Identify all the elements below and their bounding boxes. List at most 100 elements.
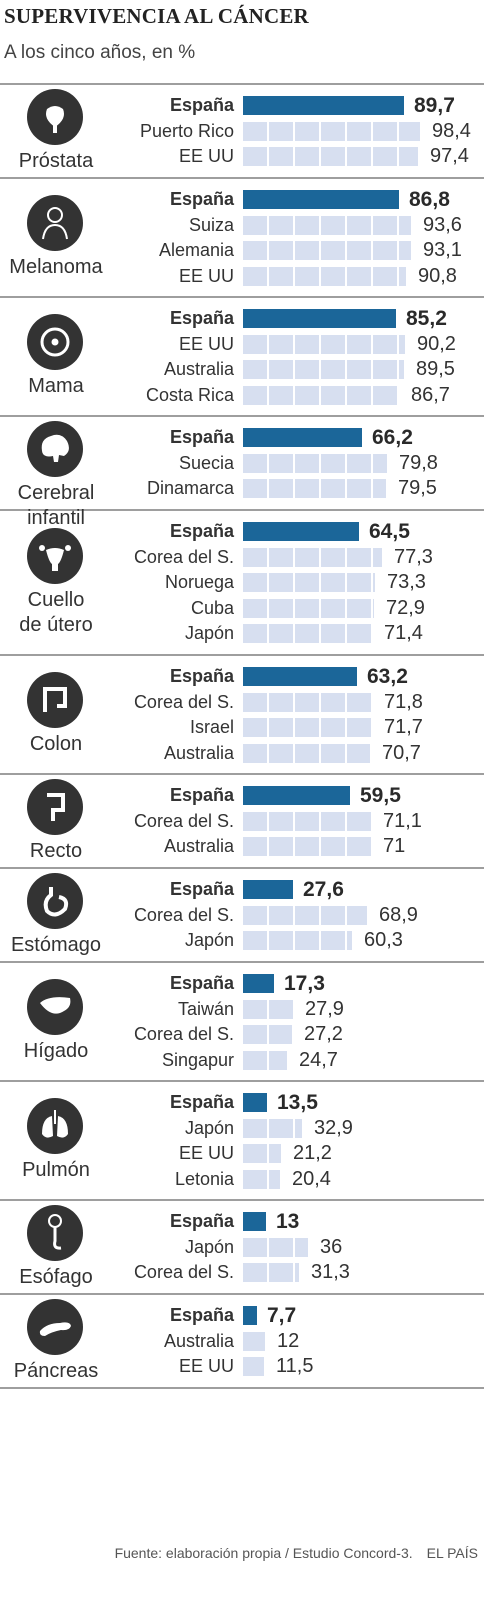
value-label: 59,5 bbox=[360, 784, 401, 807]
value-label: 17,3 bbox=[284, 972, 325, 995]
value-label: 11,5 bbox=[276, 1355, 314, 1377]
comparison-bar bbox=[243, 386, 399, 405]
country-label: Cuba bbox=[190, 598, 234, 618]
cancer-type-label-line: Colon bbox=[29, 733, 83, 755]
comparison-bar bbox=[243, 931, 352, 950]
cancer-type-label-line: Pulmón bbox=[22, 1159, 90, 1181]
spain-bar bbox=[243, 428, 362, 447]
source-text: Fuente: elaboración propia / Estudio Con… bbox=[114, 1545, 413, 1561]
country-label: España bbox=[169, 1305, 234, 1325]
spain-bar bbox=[243, 786, 350, 805]
country-label: España bbox=[169, 189, 234, 209]
comparison-row: EE UU 21,2 bbox=[0, 1141, 484, 1166]
country-label: Japón bbox=[184, 1118, 234, 1138]
country-label: Japón bbox=[184, 1237, 234, 1257]
comparison-bar bbox=[243, 335, 405, 354]
cancer-type-label: Esófago bbox=[0, 1265, 112, 1290]
person-silhouette-icon bbox=[27, 195, 83, 251]
comparison-bar bbox=[243, 548, 382, 567]
cancer-group: Recto España 59,5 Corea del S. 71,1 Australia… bbox=[0, 775, 484, 869]
value-label: 71,7 bbox=[384, 716, 423, 738]
cancer-type-label: Melanoma bbox=[0, 255, 112, 280]
value-label: 60,3 bbox=[364, 929, 403, 951]
cancer-type-label-line: infantil bbox=[27, 507, 85, 529]
comparison-row: EE UU 97,4 bbox=[0, 144, 484, 169]
comparison-row: Puerto Rico 98,4 bbox=[0, 119, 484, 144]
value-label: 31,3 bbox=[311, 1261, 350, 1283]
country-label: EE UU bbox=[178, 146, 234, 166]
comparison-row: Taiwán 27,9 bbox=[0, 997, 484, 1022]
cancer-type-label-line: Hígado bbox=[23, 1040, 89, 1062]
value-label: 93,6 bbox=[423, 214, 462, 236]
value-label: 86,8 bbox=[409, 188, 450, 211]
cancer-type-label-line: Cerebral bbox=[17, 482, 95, 504]
comparison-row: Suiza 93,6 bbox=[0, 213, 484, 238]
cancer-group: Melanoma España 86,8 Suiza 93,6 Alemania 93,1 E… bbox=[0, 179, 484, 298]
country-label: Taiwán bbox=[177, 999, 234, 1019]
spain-row: España 13 bbox=[0, 1209, 484, 1234]
spain-bar bbox=[243, 190, 399, 209]
comparison-bar bbox=[243, 573, 375, 592]
value-label: 63,2 bbox=[367, 665, 408, 688]
comparison-row: Israel 71,7 bbox=[0, 715, 484, 740]
country-label: Costa Rica bbox=[145, 385, 234, 405]
value-label: 71 bbox=[383, 835, 406, 857]
value-label: 7,7 bbox=[267, 1304, 297, 1327]
value-label: 12 bbox=[277, 1330, 300, 1352]
comparison-bar bbox=[243, 1144, 281, 1163]
spain-row: España 59,5 bbox=[0, 783, 484, 808]
cancer-group: Páncreas España 7,7 Australia 12 EE UU 11,5 bbox=[0, 1295, 484, 1389]
spain-bar bbox=[243, 880, 293, 899]
spain-row: España 27,6 bbox=[0, 877, 484, 902]
cancer-type-label: Cerebral infantil bbox=[0, 481, 112, 531]
value-label: 32,9 bbox=[314, 1117, 353, 1139]
spain-bar bbox=[243, 1212, 266, 1231]
comparison-row: Japón 36 bbox=[0, 1235, 484, 1260]
cancer-type-label-line: Melanoma bbox=[9, 256, 103, 278]
cancer-type-label-line: Cuello bbox=[27, 589, 85, 611]
country-label: España bbox=[169, 521, 234, 541]
spain-row: España 66,2 bbox=[0, 425, 484, 450]
cancer-type-label: Mama bbox=[0, 374, 112, 399]
comparison-bar bbox=[243, 812, 371, 831]
cancer-type-label: Hígado bbox=[0, 1039, 112, 1064]
comparison-row: Corea del S. 71,1 bbox=[0, 809, 484, 834]
value-label: 93,1 bbox=[423, 239, 462, 261]
stomach-icon bbox=[27, 873, 83, 929]
value-label: 24,7 bbox=[299, 1049, 338, 1071]
spain-row: España 64,5 bbox=[0, 519, 484, 544]
comparison-bar bbox=[243, 122, 420, 141]
comparison-bar bbox=[243, 906, 367, 925]
country-label: España bbox=[169, 95, 234, 115]
liver-icon bbox=[27, 979, 83, 1035]
cancer-group: Colon España 63,2 Corea del S. 71,8 Israel 71,… bbox=[0, 656, 484, 775]
value-label: 13,5 bbox=[277, 1091, 318, 1114]
comparison-row: Australia 71 bbox=[0, 834, 484, 859]
country-label: Australia bbox=[163, 836, 234, 856]
comparison-row: Japón 60,3 bbox=[0, 928, 484, 953]
spain-bar bbox=[243, 96, 404, 115]
cancer-type-label: Colon bbox=[0, 732, 112, 757]
country-label: España bbox=[169, 1092, 234, 1112]
country-label: Australia bbox=[163, 743, 234, 763]
comparison-row: Singapur 24,7 bbox=[0, 1048, 484, 1073]
comparison-row: Noruega 73,3 bbox=[0, 570, 484, 595]
value-label: 13 bbox=[276, 1210, 300, 1233]
value-label: 71,4 bbox=[384, 622, 423, 644]
spain-row: España 85,2 bbox=[0, 306, 484, 331]
comparison-bar bbox=[243, 693, 372, 712]
value-label: 71,1 bbox=[383, 810, 422, 832]
comparison-row: Costa Rica 86,7 bbox=[0, 383, 484, 408]
value-label: 89,5 bbox=[416, 358, 455, 380]
country-label: EE UU bbox=[178, 266, 234, 286]
comparison-row: Corea del S. 68,9 bbox=[0, 903, 484, 928]
country-label: Corea del S. bbox=[133, 811, 234, 831]
lungs-icon bbox=[27, 1098, 83, 1154]
cancer-type-label-line: Esófago bbox=[19, 1266, 93, 1288]
comparison-row: Corea del S. 71,8 bbox=[0, 690, 484, 715]
comparison-row: EE UU 11,5 bbox=[0, 1354, 484, 1379]
comparison-row: Australia 70,7 bbox=[0, 741, 484, 766]
comparison-row: Letonia 20,4 bbox=[0, 1167, 484, 1192]
value-label: 79,5 bbox=[398, 477, 437, 499]
country-label: España bbox=[169, 666, 234, 686]
